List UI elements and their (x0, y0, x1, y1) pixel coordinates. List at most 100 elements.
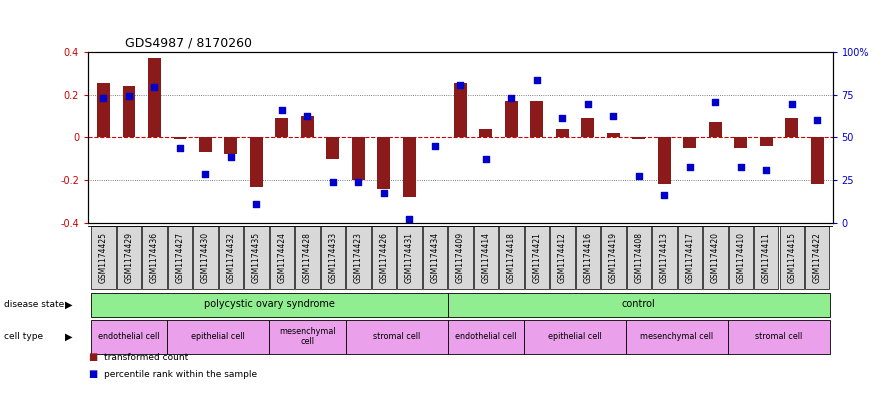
Bar (607, 133, 619, 137)
Bar (167, 320, 269, 354)
Bar (505, 101, 518, 137)
Bar (780, 226, 804, 289)
Text: transformed count: transformed count (104, 353, 189, 362)
Point (811, 117, 825, 123)
Point (555, 115, 569, 121)
Bar (142, 226, 167, 289)
Text: ▶: ▶ (65, 332, 72, 342)
Bar (269, 320, 345, 354)
Bar (225, 137, 237, 154)
Point (275, 107, 289, 113)
Text: control: control (622, 299, 655, 309)
Bar (728, 320, 830, 354)
Text: GSM1174435: GSM1174435 (252, 231, 261, 283)
Bar (397, 226, 422, 289)
Bar (193, 226, 218, 289)
Text: GSM1174436: GSM1174436 (150, 231, 159, 283)
Text: GSM1174419: GSM1174419 (609, 232, 618, 283)
Text: epithelial cell: epithelial cell (548, 332, 602, 341)
Bar (199, 137, 211, 152)
Text: GSM1174418: GSM1174418 (507, 232, 515, 283)
Text: GSM1174416: GSM1174416 (583, 232, 592, 283)
Text: GSM1174408: GSM1174408 (634, 232, 643, 283)
Point (708, 99, 722, 105)
Bar (684, 137, 696, 148)
Bar (321, 226, 345, 289)
Bar (97, 83, 110, 137)
Point (529, 77, 544, 83)
Text: ■: ■ (88, 353, 97, 362)
Bar (729, 226, 753, 289)
Text: GSM1174413: GSM1174413 (660, 232, 669, 283)
Point (198, 171, 212, 177)
Text: GSM1174429: GSM1174429 (124, 232, 133, 283)
Point (403, 215, 417, 222)
Bar (524, 320, 626, 354)
Bar (270, 226, 294, 289)
Point (173, 145, 187, 151)
Point (326, 179, 340, 185)
Point (96, 95, 110, 101)
Text: stromal cell: stromal cell (755, 332, 803, 341)
Point (734, 164, 748, 171)
Bar (403, 137, 416, 197)
Point (249, 200, 263, 207)
Text: mesenchymal cell: mesenchymal cell (640, 332, 714, 341)
Bar (499, 226, 523, 289)
Bar (301, 116, 314, 137)
Bar (148, 58, 160, 137)
Bar (377, 137, 390, 189)
Bar (677, 226, 702, 289)
Bar (626, 320, 728, 354)
Bar (454, 83, 467, 137)
Bar (601, 226, 626, 289)
Bar (524, 226, 549, 289)
Text: GSM1174433: GSM1174433 (329, 231, 337, 283)
Point (606, 113, 620, 119)
Bar (352, 137, 365, 180)
Point (122, 92, 136, 99)
Point (657, 192, 671, 198)
Text: cell type: cell type (4, 332, 43, 342)
Bar (811, 137, 824, 184)
Bar (652, 226, 677, 289)
Point (478, 156, 492, 162)
Text: GSM1174434: GSM1174434 (430, 231, 440, 283)
Text: polycystic ovary syndrome: polycystic ovary syndrome (204, 299, 335, 309)
Text: GSM1174414: GSM1174414 (481, 232, 491, 283)
Bar (760, 137, 773, 146)
Point (504, 95, 518, 101)
Bar (448, 320, 524, 354)
Text: GSM1174426: GSM1174426 (380, 232, 389, 283)
Text: stromal cell: stromal cell (373, 332, 420, 341)
Bar (633, 137, 645, 140)
Text: GSM1174420: GSM1174420 (711, 232, 720, 283)
Point (683, 164, 697, 171)
Bar (474, 226, 498, 289)
Bar (703, 226, 728, 289)
Text: mesenchymal
cell: mesenchymal cell (279, 327, 336, 346)
Bar (448, 226, 472, 289)
Bar (581, 118, 594, 137)
Bar (327, 137, 339, 159)
Bar (91, 320, 167, 354)
Point (785, 101, 799, 107)
Bar (658, 137, 670, 184)
Point (581, 101, 595, 107)
Bar (346, 226, 371, 289)
Bar (345, 320, 448, 354)
Bar (372, 226, 396, 289)
Bar (709, 122, 722, 137)
Bar (805, 226, 830, 289)
Bar (785, 118, 798, 137)
Text: GSM1174430: GSM1174430 (201, 231, 210, 283)
Bar (754, 226, 779, 289)
Bar (174, 137, 186, 140)
Bar (276, 118, 288, 137)
Point (224, 153, 238, 160)
Text: GSM1174423: GSM1174423 (354, 232, 363, 283)
Text: GSM1174432: GSM1174432 (226, 232, 235, 283)
Text: GDS4987 / 8170260: GDS4987 / 8170260 (125, 36, 252, 49)
Point (428, 143, 442, 149)
Text: GSM1174412: GSM1174412 (558, 232, 566, 283)
